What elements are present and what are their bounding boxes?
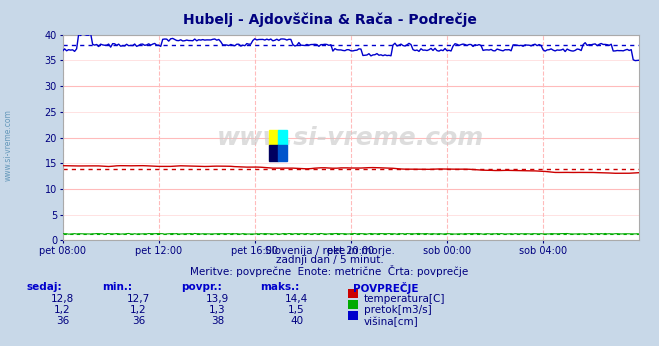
Text: povpr.:: povpr.: — [181, 282, 222, 292]
Bar — [269, 145, 278, 161]
Text: 38: 38 — [211, 316, 224, 326]
Text: www.si-vreme.com: www.si-vreme.com — [3, 109, 13, 181]
Bar — [278, 145, 287, 161]
Text: pretok[m3/s]: pretok[m3/s] — [364, 305, 432, 315]
Text: 14,4: 14,4 — [285, 294, 308, 304]
Text: Meritve: povprečne  Enote: metrične  Črta: povprečje: Meritve: povprečne Enote: metrične Črta:… — [190, 265, 469, 277]
Text: 36: 36 — [56, 316, 69, 326]
Bar — [278, 130, 287, 145]
Bar — [269, 130, 278, 145]
Text: POVPREČJE: POVPREČJE — [353, 282, 418, 294]
Text: 1,3: 1,3 — [209, 305, 226, 315]
Text: www.si-vreme.com: www.si-vreme.com — [217, 126, 484, 149]
Text: maks.:: maks.: — [260, 282, 300, 292]
Text: temperatura[C]: temperatura[C] — [364, 294, 445, 304]
Text: 12,7: 12,7 — [127, 294, 150, 304]
Text: 12,8: 12,8 — [51, 294, 74, 304]
Text: 13,9: 13,9 — [206, 294, 229, 304]
Text: 1,5: 1,5 — [288, 305, 305, 315]
Text: 40: 40 — [290, 316, 303, 326]
Text: min.:: min.: — [102, 282, 132, 292]
Text: sedaj:: sedaj: — [26, 282, 62, 292]
Text: Slovenija / reke in morje.: Slovenija / reke in morje. — [264, 246, 395, 256]
Text: 36: 36 — [132, 316, 145, 326]
Text: 1,2: 1,2 — [130, 305, 147, 315]
Text: višina[cm]: višina[cm] — [364, 316, 418, 327]
Text: zadnji dan / 5 minut.: zadnji dan / 5 minut. — [275, 255, 384, 265]
Text: 1,2: 1,2 — [54, 305, 71, 315]
Text: Hubelj - Ajdovščina & Rača - Podrečje: Hubelj - Ajdovščina & Rača - Podrečje — [183, 12, 476, 27]
